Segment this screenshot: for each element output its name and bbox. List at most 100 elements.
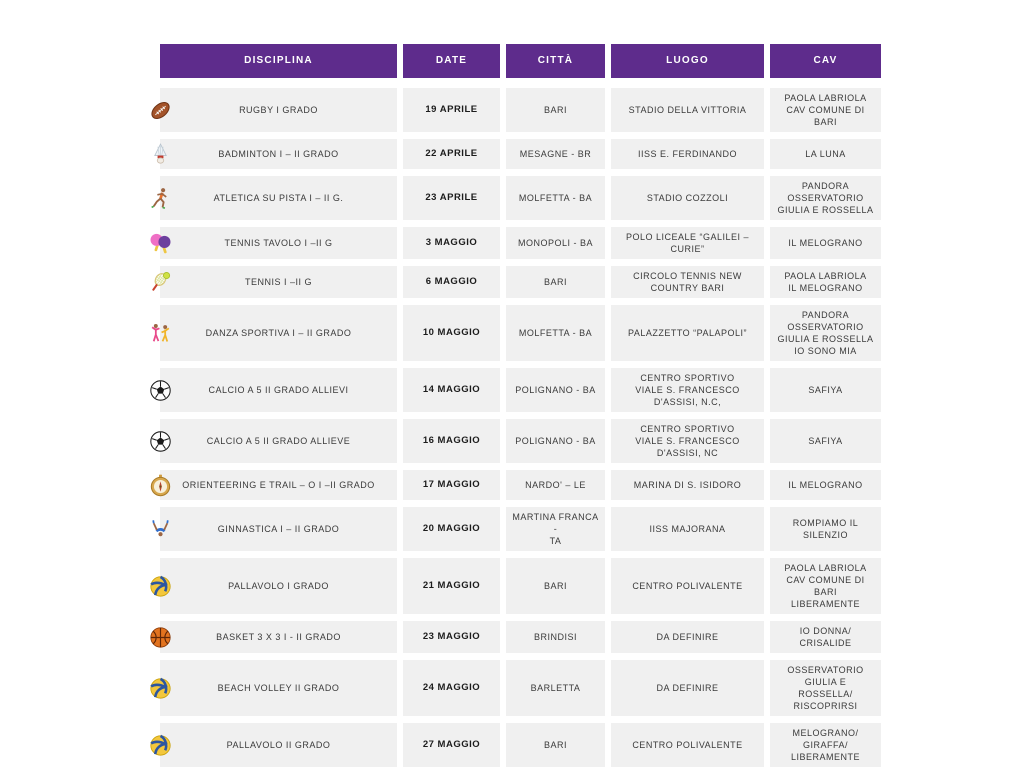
table-row: BEACH VOLLEY II GRADO 24 MAGGIO BARLETTA DA…: [149, 660, 882, 716]
cell-cav: PAOLA LABRIOLA CAV COMUNE DI BARI LIBERA…: [770, 558, 881, 614]
table-tennis-icon: [147, 230, 173, 256]
cell-cav: OSSERVATORIO GIULIA E ROSSELLA/ RISCOPRI…: [770, 660, 881, 716]
table-row: CALCIO A 5 II GRADO ALLIEVE 16 MAGGIO POLI…: [149, 419, 882, 463]
compass-icon: [147, 472, 173, 498]
cell-date: 16 MAGGIO: [403, 419, 500, 463]
cell-luogo: CENTRO SPORTIVO VIALE S. FRANCESCO D'ASS…: [611, 368, 764, 412]
cell-luogo: STADIO COZZOLI: [611, 176, 764, 220]
header-cav: CAV: [770, 44, 881, 78]
cell-citta: BARI: [506, 88, 605, 132]
cell-disciplina: RUGBY I GRADO: [160, 88, 397, 132]
cell-date: 22 APRILE: [403, 139, 500, 169]
cell-citta: MARTINA FRANCA - TA: [506, 507, 605, 551]
cell-luogo: CENTRO POLIVALENTE: [611, 558, 764, 614]
cell-disciplina: BASKET 3 X 3 I - II GRADO: [160, 621, 397, 653]
cell-date: 10 MAGGIO: [403, 305, 500, 361]
cell-disciplina: PALLAVOLO I GRADO: [160, 558, 397, 614]
table-row: ORIENTEERING E TRAIL – O I –II GRADO 17 M…: [150, 470, 882, 500]
header-luogo: LUOGO: [611, 44, 764, 78]
rugby-ball-icon: [147, 97, 173, 123]
cell-date: 20 MAGGIO: [403, 507, 500, 551]
basketball-icon: [147, 624, 173, 650]
cell-disciplina: CALCIO A 5 II GRADO ALLIEVE: [160, 419, 397, 463]
cell-cav: IO DONNA/ CRISALIDE: [770, 621, 881, 653]
header-citta: CITTÀ: [506, 44, 605, 78]
soccer-ball-icon: [147, 428, 173, 454]
gymnast-icon: [147, 516, 173, 542]
table-row: PALLAVOLO II GRADO 27 MAGGIO BARI CENTRO PO…: [149, 723, 882, 767]
cell-citta: BRINDISI: [506, 621, 605, 653]
volleyball-icon: [147, 732, 173, 758]
cell-disciplina: ORIENTEERING E TRAIL – O I –II GRADO: [160, 470, 397, 500]
cell-date: 19 APRILE: [403, 88, 500, 132]
cell-date: 27 MAGGIO: [403, 723, 500, 767]
cell-disciplina: DANZA SPORTIVA I – II GRADO: [160, 305, 397, 361]
volleyball-icon: [147, 675, 173, 701]
cell-cav: IL MELOGRANO: [770, 227, 881, 259]
cell-citta: MESAGNE - BR: [506, 139, 605, 169]
cell-date: 6 MAGGIO: [403, 266, 500, 298]
cell-date: 3 MAGGIO: [403, 227, 500, 259]
cell-cav: ROMPIAMO IL SILENZIO: [770, 507, 881, 551]
cell-disciplina: ATLETICA SU PISTA I – II G.: [160, 176, 397, 220]
table-header-row: DISCIPLINA DATE CITTÀ LUOGO CAV: [160, 44, 882, 78]
cell-citta: BARLETTA: [506, 660, 605, 716]
table-row: CALCIO A 5 II GRADO ALLIEVI 14 MAGGIO POLI…: [149, 368, 882, 412]
cell-luogo: STADIO DELLA VITTORIA: [611, 88, 764, 132]
cell-date: 17 MAGGIO: [403, 470, 500, 500]
cell-citta: MOLFETTA - BA: [506, 305, 605, 361]
table-row: PALLAVOLO I GRADO 21 MAGGIO BARI CENTRO POL…: [149, 558, 882, 614]
cell-citta: BARI: [506, 266, 605, 298]
dancers-icon: [147, 320, 173, 346]
tennis-icon: [147, 269, 173, 295]
cell-date: 23 MAGGIO: [403, 621, 500, 653]
cell-date: 24 MAGGIO: [403, 660, 500, 716]
cell-luogo: CIRCOLO TENNIS NEW COUNTRY BARI: [611, 266, 764, 298]
table-row: BASKET 3 X 3 I - II GRADO 23 MAGGIO BRINDI…: [149, 621, 882, 653]
cell-luogo: DA DEFINIRE: [611, 660, 764, 716]
cell-date: 14 MAGGIO: [403, 368, 500, 412]
header-disciplina: DISCIPLINA: [160, 44, 397, 78]
cell-luogo: DA DEFINIRE: [611, 621, 764, 653]
cell-disciplina: TENNIS I –II G: [160, 266, 397, 298]
cell-citta: MOLFETTA - BA: [506, 176, 605, 220]
cell-cav: MELOGRANO/ GIRAFFA/ LIBERAMENTE: [770, 723, 881, 767]
cell-citta: POLIGNANO - BA: [506, 368, 605, 412]
soccer-ball-icon: [147, 377, 173, 403]
cell-cav: IL MELOGRANO: [770, 470, 881, 500]
cell-disciplina: BEACH VOLLEY II GRADO: [160, 660, 397, 716]
cell-citta: NARDO' – LE: [506, 470, 605, 500]
cell-luogo: PALAZZETTO “PALAPOLI”: [611, 305, 764, 361]
cell-luogo: IISS MAJORANA: [611, 507, 764, 551]
table-row: DANZA SPORTIVA I – II GRADO 10 MAGGIO MOLF…: [151, 305, 882, 361]
cell-date: 21 MAGGIO: [403, 558, 500, 614]
table-row: GINNASTICA I – II GRADO 20 MAGGIO MARTINA …: [151, 507, 882, 551]
cell-cav: PANDORA OSSERVATORIO GIULIA E ROSSELLA: [770, 176, 881, 220]
cell-cav: PANDORA OSSERVATORIO GIULIA E ROSSELLA I…: [770, 305, 881, 361]
header-date: DATE: [403, 44, 500, 78]
cell-date: 23 APRILE: [403, 176, 500, 220]
volleyball-icon: [147, 573, 173, 599]
cell-cav: PAOLA LABRIOLA IL MELOGRANO: [770, 266, 881, 298]
cell-disciplina: CALCIO A 5 II GRADO ALLIEVI: [160, 368, 397, 412]
cell-luogo: CENTRO POLIVALENTE: [611, 723, 764, 767]
events-table: DISCIPLINA DATE CITTÀ LUOGO CAV RUGBY I GRADO…: [149, 44, 882, 768]
cell-citta: BARI: [506, 723, 605, 767]
cell-citta: POLIGNANO - BA: [506, 419, 605, 463]
cell-luogo: MARINA DI S. ISIDORO: [611, 470, 764, 500]
cell-cav: LA LUNA: [770, 139, 881, 169]
runner-icon: [147, 185, 173, 211]
cell-disciplina: TENNIS TAVOLO I –II G: [160, 227, 397, 259]
cell-citta: MONOPOLI - BA: [506, 227, 605, 259]
table-row: RUGBY I GRADO 19 APRILE BARI STADIO DELLA V…: [150, 88, 882, 132]
cell-cav: SAFIYA: [770, 419, 881, 463]
table-row: ATLETICA SU PISTA I – II G. 23 APRILE MOLF…: [150, 176, 882, 220]
cell-cav: SAFIYA: [770, 368, 881, 412]
cell-luogo: IISS E. FERDINANDO: [611, 139, 764, 169]
cell-disciplina: GINNASTICA I – II GRADO: [160, 507, 397, 551]
badminton-icon: [147, 141, 173, 167]
cell-disciplina: BADMINTON I – II GRADO: [160, 139, 397, 169]
